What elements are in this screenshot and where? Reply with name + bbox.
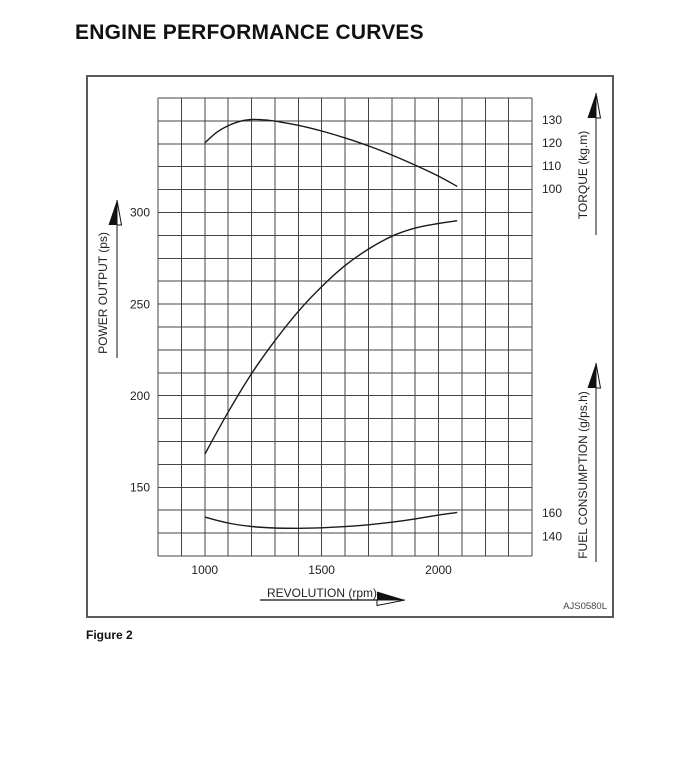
power-tick-250: 250	[130, 297, 150, 311]
page-title: ENGINE PERFORMANCE CURVES	[75, 21, 424, 44]
figure-code-label: AJS0580L	[563, 601, 607, 612]
revolution-axis-title: REVOLUTION (rpm)	[266, 586, 378, 600]
power-tick-300: 300	[130, 206, 150, 220]
engine-performance-chart: 300 250 200 150 130 120 110 100 160 140 1000 1500 20…	[108, 92, 602, 607]
fuel-consumption-axis-title: FUEL CONSUMPTION (g/ps.h)	[576, 391, 590, 559]
fuel-tick-160: 160	[542, 506, 562, 520]
power-axis-arrow-icon	[116, 199, 123, 226]
torque-axis-title: TORQUE (kg.m)	[576, 130, 590, 220]
torque-axis-arrow-icon	[595, 92, 602, 119]
torque-curve	[204, 118, 458, 188]
torque-tick-100: 100	[542, 182, 562, 196]
torque-axis-arrow-icon	[587, 93, 596, 118]
fuel-axis-arrow-icon	[595, 362, 602, 389]
power-tick-150: 150	[130, 481, 150, 495]
figure-box: 300 250 200 150 130 120 110 100 160 140 1000 1500 20…	[86, 75, 614, 618]
power-tick-200: 200	[130, 389, 150, 403]
power-output-axis-title: POWER OUTPUT (ps)	[96, 232, 110, 354]
fuel-consumption-curve	[204, 511, 458, 530]
revolution-axis-arrow-icon	[376, 599, 406, 607]
rpm-tick-1000: 1000	[191, 563, 218, 577]
fuel-axis-arrow-icon	[587, 363, 596, 388]
rpm-tick-1500: 1500	[308, 563, 335, 577]
power-output-curve	[204, 220, 458, 455]
torque-tick-130: 130	[542, 113, 562, 127]
power-axis-arrow-icon	[108, 200, 117, 225]
torque-tick-120: 120	[542, 136, 562, 150]
figure-caption: Figure 2	[86, 628, 133, 642]
revolution-axis-arrow-icon	[377, 591, 405, 600]
fuel-tick-140: 140	[542, 530, 562, 544]
rpm-tick-2000: 2000	[425, 563, 452, 577]
torque-tick-110: 110	[542, 159, 561, 173]
